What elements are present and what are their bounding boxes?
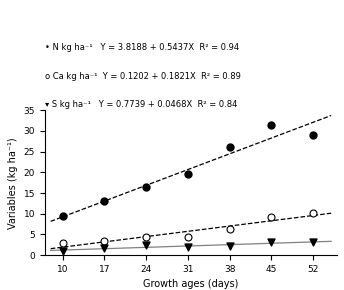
Point: [185, 244, 191, 249]
Point: [60, 240, 65, 245]
Point: [101, 199, 107, 204]
Point: [143, 234, 149, 239]
Y-axis label: Variables (kg ha⁻¹): Variables (kg ha⁻¹): [8, 137, 18, 229]
Text: • N kg ha⁻¹   Y = 3.8188 + 0.5437X  R² = 0.94: • N kg ha⁻¹ Y = 3.8188 + 0.5437X R² = 0.…: [45, 43, 239, 52]
Point: [311, 211, 316, 215]
Point: [311, 133, 316, 137]
X-axis label: Growth ages (days): Growth ages (days): [143, 280, 239, 289]
Point: [227, 226, 233, 231]
Point: [227, 243, 233, 248]
Point: [227, 145, 233, 150]
Point: [60, 248, 65, 253]
Text: o Ca kg ha⁻¹  Y = 0.1202 + 0.1821X  R² = 0.89: o Ca kg ha⁻¹ Y = 0.1202 + 0.1821X R² = 0…: [45, 72, 240, 81]
Point: [101, 246, 107, 251]
Point: [101, 239, 107, 243]
Point: [143, 242, 149, 247]
Text: ▾ S kg ha⁻¹   Y = 0.7739 + 0.0468X  R² = 0.84: ▾ S kg ha⁻¹ Y = 0.7739 + 0.0468X R² = 0.…: [45, 100, 237, 109]
Point: [185, 235, 191, 239]
Point: [269, 240, 274, 245]
Point: [269, 122, 274, 127]
Point: [60, 214, 65, 219]
Point: [269, 215, 274, 220]
Point: [311, 240, 316, 245]
Point: [185, 172, 191, 177]
Point: [143, 184, 149, 189]
